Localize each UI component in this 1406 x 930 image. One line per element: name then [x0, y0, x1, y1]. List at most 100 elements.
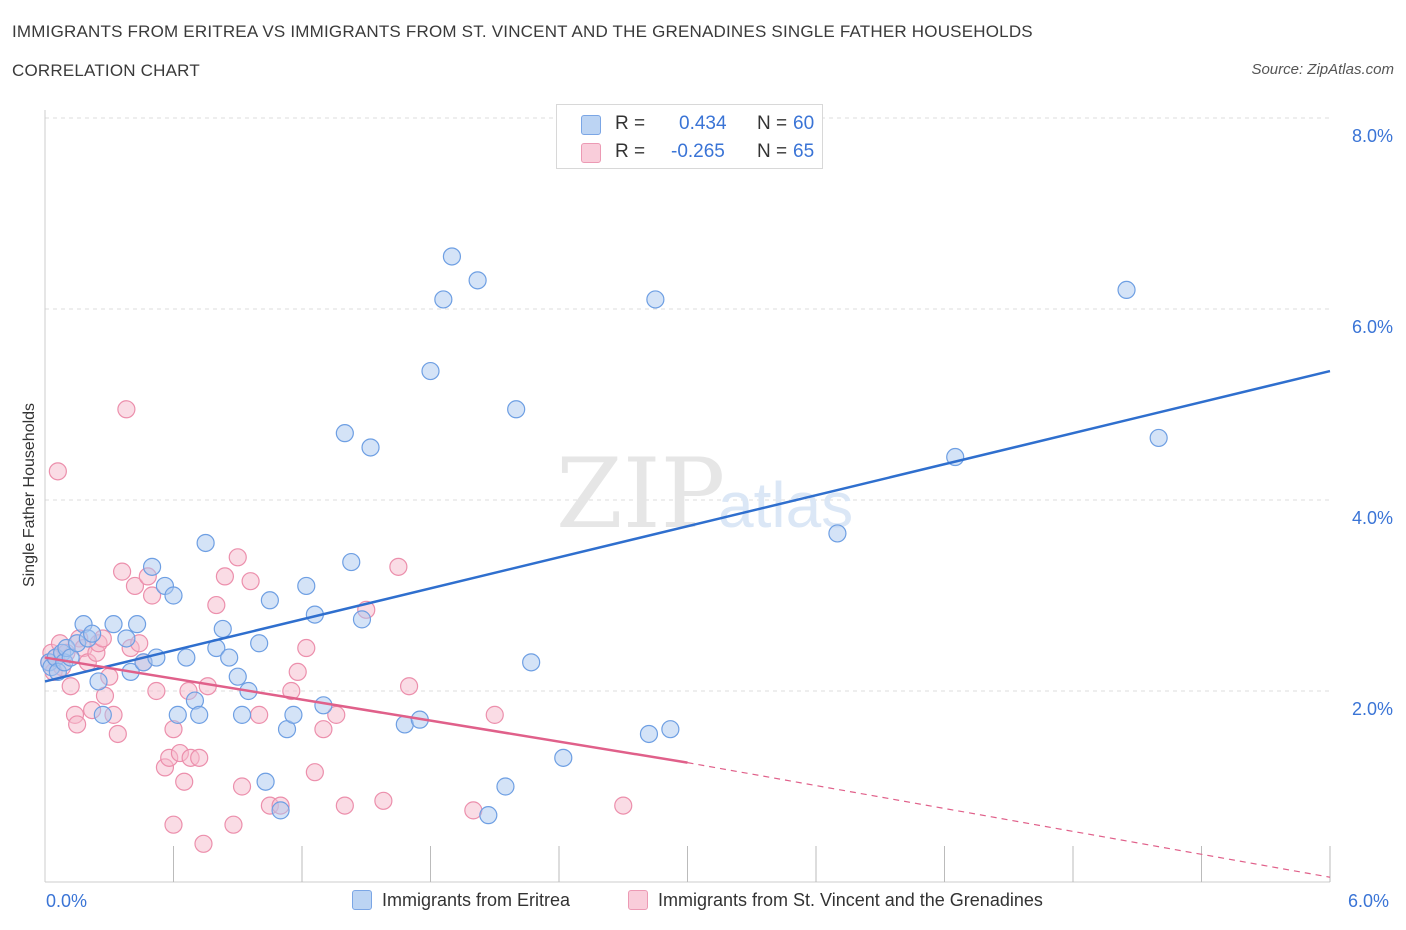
data-point-eritrea: [646, 290, 665, 309]
data-point-eritrea: [1149, 428, 1168, 448]
legend-r-value: 0.434: [679, 113, 727, 134]
data-point-eritrea: [479, 806, 498, 825]
y-tick-label: 2.0%: [1352, 699, 1393, 719]
data-point-st-vincent: [190, 748, 209, 767]
data-point-st-vincent: [228, 548, 247, 567]
data-point-eritrea: [220, 648, 239, 667]
data-point-eritrea: [213, 619, 232, 639]
data-point-st-vincent: [282, 681, 301, 701]
data-point-eritrea: [361, 438, 380, 457]
legend-label-st-vincent: Immigrants from St. Vincent and the Gren…: [658, 890, 1043, 910]
data-point-st-vincent: [147, 681, 166, 701]
legend-swatch-eritrea: [352, 890, 372, 910]
legend-swatch-eritrea: [581, 115, 601, 135]
data-point-st-vincent: [485, 705, 504, 724]
data-point-st-vincent: [215, 567, 234, 586]
legend-n-label: N =: [757, 141, 788, 162]
legend-label-eritrea: Immigrants from Eritrea: [382, 890, 571, 910]
data-point-st-vincent: [374, 791, 393, 810]
data-point-eritrea: [496, 777, 515, 796]
data-point-eritrea: [164, 586, 183, 605]
data-point-st-vincent: [232, 777, 252, 796]
data-point-eritrea: [468, 271, 487, 290]
data-point-eritrea: [232, 705, 252, 724]
data-point-eritrea: [256, 772, 275, 791]
data-point-eritrea: [127, 615, 147, 634]
y-tick-labels: 2.0% 4.0% 6.0% 8.0%: [1352, 126, 1393, 719]
data-point-eritrea: [1117, 280, 1136, 299]
data-point-st-vincent: [164, 815, 183, 834]
chart-title: IMMIGRANTS FROM ERITREA VS IMMIGRANTS FR…: [12, 22, 1033, 41]
data-point-eritrea: [83, 624, 102, 643]
data-point-st-vincent: [399, 677, 419, 696]
data-point-eritrea: [104, 615, 123, 634]
data-point-eritrea: [142, 557, 162, 576]
data-point-st-vincent: [335, 796, 354, 815]
source-label: Source: ZipAtlas.com: [1251, 61, 1394, 78]
x-tick-min: 0.0%: [46, 891, 88, 911]
data-point-eritrea: [228, 667, 247, 686]
data-point-eritrea: [434, 290, 453, 309]
data-point-eritrea: [554, 748, 573, 767]
legend-item-st-vincent: Immigrants from St. Vincent and the Gren…: [628, 890, 1043, 911]
data-point-st-vincent: [194, 834, 213, 853]
data-point-st-vincent: [112, 562, 132, 581]
data-point-eritrea: [250, 634, 269, 653]
data-point-st-vincent: [241, 572, 260, 591]
data-point-st-vincent: [68, 715, 87, 734]
data-point-st-vincent: [224, 815, 243, 834]
axis-layer: [44, 110, 1331, 883]
trendline-st-vincent: [44, 656, 688, 764]
legend-swatch-st-vincent: [581, 143, 601, 163]
data-point-eritrea: [661, 720, 680, 739]
data-point-eritrea: [639, 724, 659, 744]
legend-n-value: 60: [793, 113, 815, 134]
data-point-eritrea: [190, 705, 209, 724]
data-point-eritrea: [352, 610, 372, 629]
watermark: ZIP atlas: [556, 438, 853, 550]
data-point-eritrea: [284, 705, 303, 724]
data-point-st-vincent: [297, 638, 316, 658]
y-tick-label: 6.0%: [1352, 317, 1393, 337]
y-tick-label: 8.0%: [1352, 126, 1393, 146]
trendline-st-vincent-extension: [687, 762, 1331, 878]
data-point-st-vincent: [125, 576, 145, 596]
data-point-eritrea: [93, 705, 112, 724]
legend-r-value: -0.265: [671, 141, 725, 162]
data-point-eritrea: [297, 576, 316, 596]
data-point-st-vincent: [314, 720, 333, 739]
data-point-eritrea: [89, 672, 108, 691]
data-point-eritrea: [828, 524, 847, 543]
data-point-st-vincent: [108, 724, 127, 744]
data-point-st-vincent: [305, 763, 324, 782]
legend-r-label: R =: [615, 141, 646, 162]
data-point-st-vincent: [61, 677, 80, 696]
data-point-eritrea: [196, 533, 215, 553]
data-point-st-vincent: [288, 662, 307, 682]
data-point-st-vincent: [117, 400, 136, 419]
series-eritrea-points: [40, 247, 1168, 825]
data-point-eritrea: [335, 424, 354, 443]
data-point-eritrea: [117, 629, 136, 648]
data-point-st-vincent: [48, 462, 67, 481]
legend-swatch-st-vincent: [628, 890, 648, 910]
legend-n-label: N =: [757, 113, 788, 134]
data-point-eritrea: [507, 400, 526, 419]
data-point-eritrea: [522, 653, 541, 672]
data-point-st-vincent: [142, 586, 162, 605]
data-point-eritrea: [421, 361, 440, 381]
x-tick-max: 6.0%: [1348, 891, 1390, 911]
data-point-st-vincent: [175, 772, 194, 791]
trend-lines: [44, 369, 1331, 878]
data-point-eritrea: [168, 705, 187, 724]
data-point-st-vincent: [464, 801, 483, 820]
data-point-st-vincent: [389, 557, 408, 576]
chart-subtitle: CORRELATION CHART: [12, 61, 200, 80]
data-point-st-vincent: [250, 705, 269, 724]
data-point-st-vincent: [614, 796, 633, 815]
grid-layer: [45, 117, 1330, 692]
data-point-eritrea: [260, 591, 279, 610]
legend-n-value: 65: [793, 141, 815, 162]
data-point-eritrea: [342, 552, 361, 572]
